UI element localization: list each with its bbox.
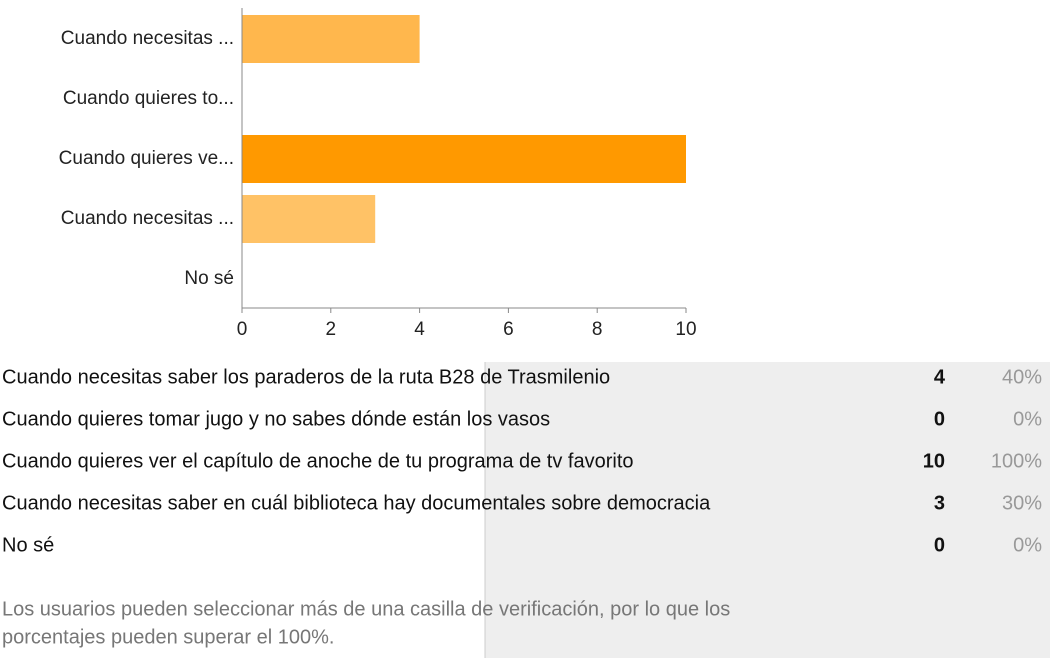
x-tick-label: 10 xyxy=(675,319,696,340)
row-percent: 30% xyxy=(1002,492,1042,514)
y-tick-label: Cuando necesitas ... xyxy=(61,28,234,49)
row-count: 3 xyxy=(934,492,945,514)
row-count: 0 xyxy=(934,408,945,430)
row-count: 0 xyxy=(934,534,945,556)
row-count: 4 xyxy=(934,366,946,388)
x-tick-label: 2 xyxy=(326,319,337,340)
row-label: Cuando necesitas saber los paraderos de … xyxy=(2,366,610,388)
row-percent: 100% xyxy=(991,450,1042,472)
bar xyxy=(242,15,420,63)
x-tick-label: 8 xyxy=(592,319,603,340)
y-tick-label: Cuando necesitas ... xyxy=(61,208,234,229)
y-tick-label: No sé xyxy=(184,268,234,289)
row-percent: 0% xyxy=(1013,408,1042,430)
table-shade xyxy=(485,362,1050,658)
row-label: No sé xyxy=(2,534,54,556)
row-label: Cuando quieres ver el capítulo de anoche… xyxy=(2,450,634,472)
bar xyxy=(242,135,686,183)
x-tick-label: 6 xyxy=(503,319,514,340)
row-label: Cuando necesitas saber en cuál bibliotec… xyxy=(2,492,711,514)
footnote: Los usuarios pueden seleccionar más de u… xyxy=(2,598,730,620)
y-tick-label: Cuando quieres ve... xyxy=(59,148,234,169)
row-label: Cuando quieres tomar jugo y no sabes dón… xyxy=(2,408,550,430)
x-tick-label: 0 xyxy=(237,319,248,340)
y-tick-label: Cuando quieres to... xyxy=(63,88,234,109)
bar xyxy=(242,195,376,243)
row-percent: 40% xyxy=(1002,366,1042,388)
footnote: porcentajes pueden superar el 100%. xyxy=(2,626,334,648)
x-tick-label: 4 xyxy=(414,319,425,340)
row-percent: 0% xyxy=(1013,534,1042,556)
row-count: 10 xyxy=(923,450,945,472)
